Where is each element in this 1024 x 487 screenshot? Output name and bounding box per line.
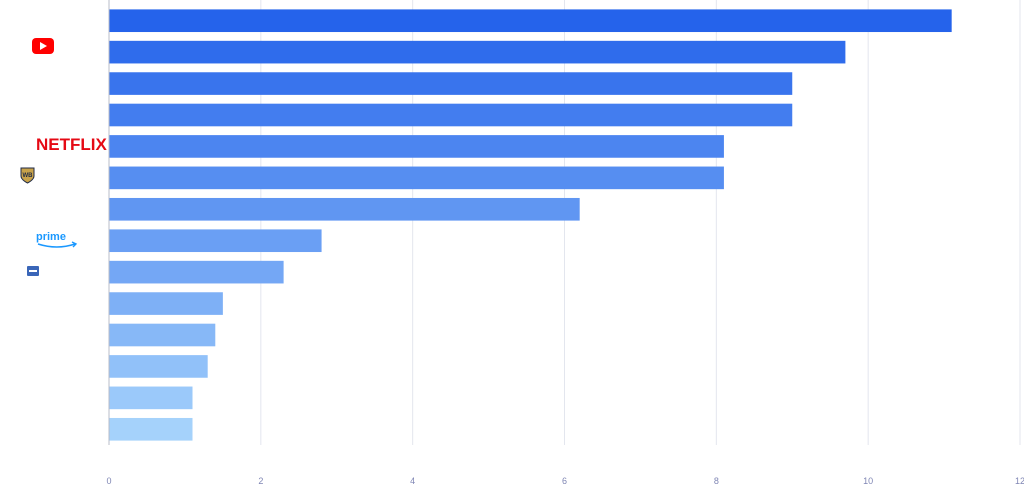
bar [109, 72, 793, 95]
prime-logo-text: prime [36, 231, 66, 243]
youtube-icon [32, 38, 54, 54]
bar [109, 9, 952, 33]
bars [109, 9, 952, 441]
x-tick-label: 8 [714, 476, 719, 486]
bar [109, 355, 208, 378]
bar [109, 40, 846, 64]
gridlines [108, 0, 1021, 445]
bar [109, 229, 322, 253]
x-tick-label: 10 [863, 476, 873, 486]
bar [109, 417, 193, 441]
bar [109, 292, 223, 315]
svg-text:WB: WB [23, 173, 34, 179]
prime-video-logo: prime [36, 231, 78, 248]
x-axis-ticks: 0 2 4 6 8 10 12 [106, 476, 1024, 486]
bar [109, 386, 193, 410]
x-tick-label: 6 [562, 476, 567, 486]
bar [109, 103, 793, 127]
x-tick-label: 4 [410, 476, 415, 486]
warner-bros-logo: WB [20, 167, 35, 184]
netflix-logo: NETFLIX [36, 135, 107, 154]
bar [109, 135, 724, 158]
bar [109, 323, 216, 347]
bar [109, 166, 724, 190]
bar [109, 260, 284, 284]
x-tick-label: 12 [1015, 476, 1024, 486]
studio-logo [27, 266, 39, 276]
bar [109, 197, 580, 221]
x-tick-label: 2 [258, 476, 263, 486]
x-tick-label: 0 [106, 476, 111, 486]
